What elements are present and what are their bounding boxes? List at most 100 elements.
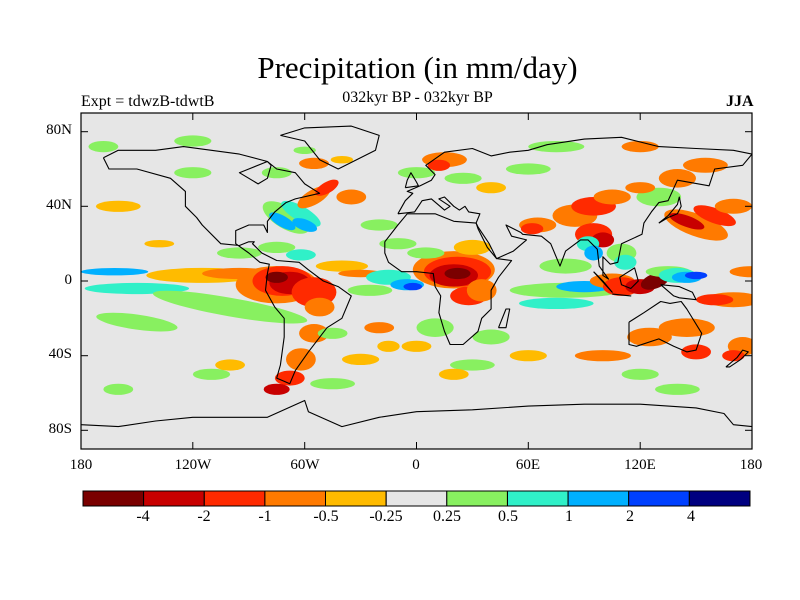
lat-tick-label: 40N <box>46 197 72 213</box>
colorbar <box>82 490 751 507</box>
precip-anomaly-region <box>466 279 497 302</box>
precip-anomaly-region <box>269 212 296 231</box>
precip-anomaly-region <box>621 141 659 153</box>
precip-anomaly-region <box>693 205 736 227</box>
colorbar-label: 1 <box>565 508 573 525</box>
colorbar-label: -2 <box>197 508 211 525</box>
chart-title: Precipitation (in mm/day) <box>257 50 578 85</box>
precip-anomaly-region <box>88 141 119 153</box>
precip-anomaly-region <box>265 271 288 283</box>
season-label: JJA <box>726 93 754 110</box>
coastline <box>102 146 352 385</box>
coastline <box>497 308 511 329</box>
coastline <box>238 160 272 185</box>
lat-tick-label: 0 <box>64 272 73 288</box>
coastline <box>658 196 682 224</box>
precip-anomaly-region <box>658 169 697 188</box>
lat-tick-label: 80N <box>46 122 72 138</box>
map-ticks <box>80 113 753 449</box>
precip-anomaly-region <box>364 322 395 334</box>
precip-anomaly-region <box>681 344 711 360</box>
precip-anomaly-region <box>684 271 708 280</box>
precip-anomaly-region <box>281 200 321 227</box>
colorbar-label: 0.5 <box>498 508 518 525</box>
precip-anomaly-region <box>614 254 637 270</box>
precip-anomaly-region <box>574 350 631 362</box>
precip-anomaly-region <box>505 163 551 175</box>
precip-anomaly-field <box>81 135 752 395</box>
lon-tick-label: 180 <box>69 457 93 473</box>
precip-anomaly-region <box>263 383 290 395</box>
precip-anomaly-region <box>286 249 316 261</box>
coastline <box>404 172 419 189</box>
colorbar-swatch <box>507 490 569 507</box>
colorbar-swatch <box>446 490 508 507</box>
precip-anomaly-region <box>310 378 355 390</box>
precip-anomaly-region <box>377 340 400 352</box>
precip-anomaly-region <box>174 135 212 147</box>
colorbar-swatch <box>82 490 145 507</box>
chart-subtitle: 032kyr BP - 032kyr BP <box>342 89 493 106</box>
lat-tick-label: 80S <box>48 421 72 437</box>
precip-anomaly-region <box>103 383 134 395</box>
lon-tick-label: 120W <box>174 457 212 473</box>
lon-tick-label: 0 <box>412 457 420 473</box>
precip-anomaly-region <box>539 258 592 274</box>
colorbar-swatch <box>143 490 205 507</box>
precip-anomaly-region <box>476 182 506 194</box>
precip-anomaly-region <box>416 318 454 338</box>
precip-anomaly-region <box>336 189 367 205</box>
precip-anomaly-region <box>330 156 354 164</box>
colorbar-swatch <box>385 490 448 507</box>
precip-anomaly-region <box>96 312 178 332</box>
precip-anomaly-region <box>722 350 745 362</box>
coastline <box>593 271 613 293</box>
colorbar-swatch <box>628 490 690 507</box>
colorbar-label: 0.25 <box>433 508 461 525</box>
precip-anomaly-region <box>304 297 335 317</box>
lon-tick-label: 60W <box>290 457 320 473</box>
colorbar-swatch <box>203 490 266 507</box>
precip-anomaly-region <box>192 368 231 380</box>
precip-anomaly-region <box>342 353 380 365</box>
precip-anomaly-region <box>152 290 308 324</box>
colorbar-swatch <box>325 490 387 507</box>
precip-anomaly-region <box>292 218 318 232</box>
precip-anomaly-region <box>621 368 659 380</box>
precip-anomaly-region <box>360 219 398 231</box>
coastline <box>384 213 513 346</box>
precip-anomaly-region <box>528 141 585 153</box>
colorbar-label: -0.5 <box>313 508 339 525</box>
precip-anomaly-region <box>627 327 672 347</box>
precip-anomaly-region <box>258 241 296 253</box>
precip-anomaly-region <box>217 247 262 259</box>
coastline <box>660 284 697 301</box>
precip-anomaly-region <box>215 359 246 371</box>
precip-anomaly-region <box>450 359 495 371</box>
precip-anomaly-region <box>274 370 305 386</box>
colorbar-swatch <box>688 490 751 507</box>
precip-anomaly-region <box>669 213 705 230</box>
precip-anomaly-region <box>438 368 469 380</box>
coastline <box>619 267 639 290</box>
lon-tick-label: 120E <box>624 457 656 473</box>
colorbar-label: 2 <box>626 508 634 525</box>
precip-anomaly-region <box>696 294 734 306</box>
precip-anomaly-region <box>444 267 471 280</box>
precip-anomaly-region <box>174 167 212 179</box>
coastline <box>81 399 752 428</box>
precip-anomaly-region <box>444 172 482 184</box>
coastline <box>725 349 749 368</box>
colorbar-label: -0.25 <box>369 508 403 525</box>
colorbar-swatch <box>264 490 326 507</box>
precip-anomaly-region <box>397 167 436 179</box>
precip-anomaly-region <box>379 238 417 250</box>
precip-anomaly-region <box>401 340 432 352</box>
precip-anomaly-region <box>472 329 510 345</box>
precip-anomaly-region <box>520 223 544 235</box>
precip-anomaly-region <box>584 245 603 261</box>
coastline <box>612 293 632 297</box>
colorbar-swatch <box>567 490 630 507</box>
precip-anomaly-region <box>509 350 547 362</box>
